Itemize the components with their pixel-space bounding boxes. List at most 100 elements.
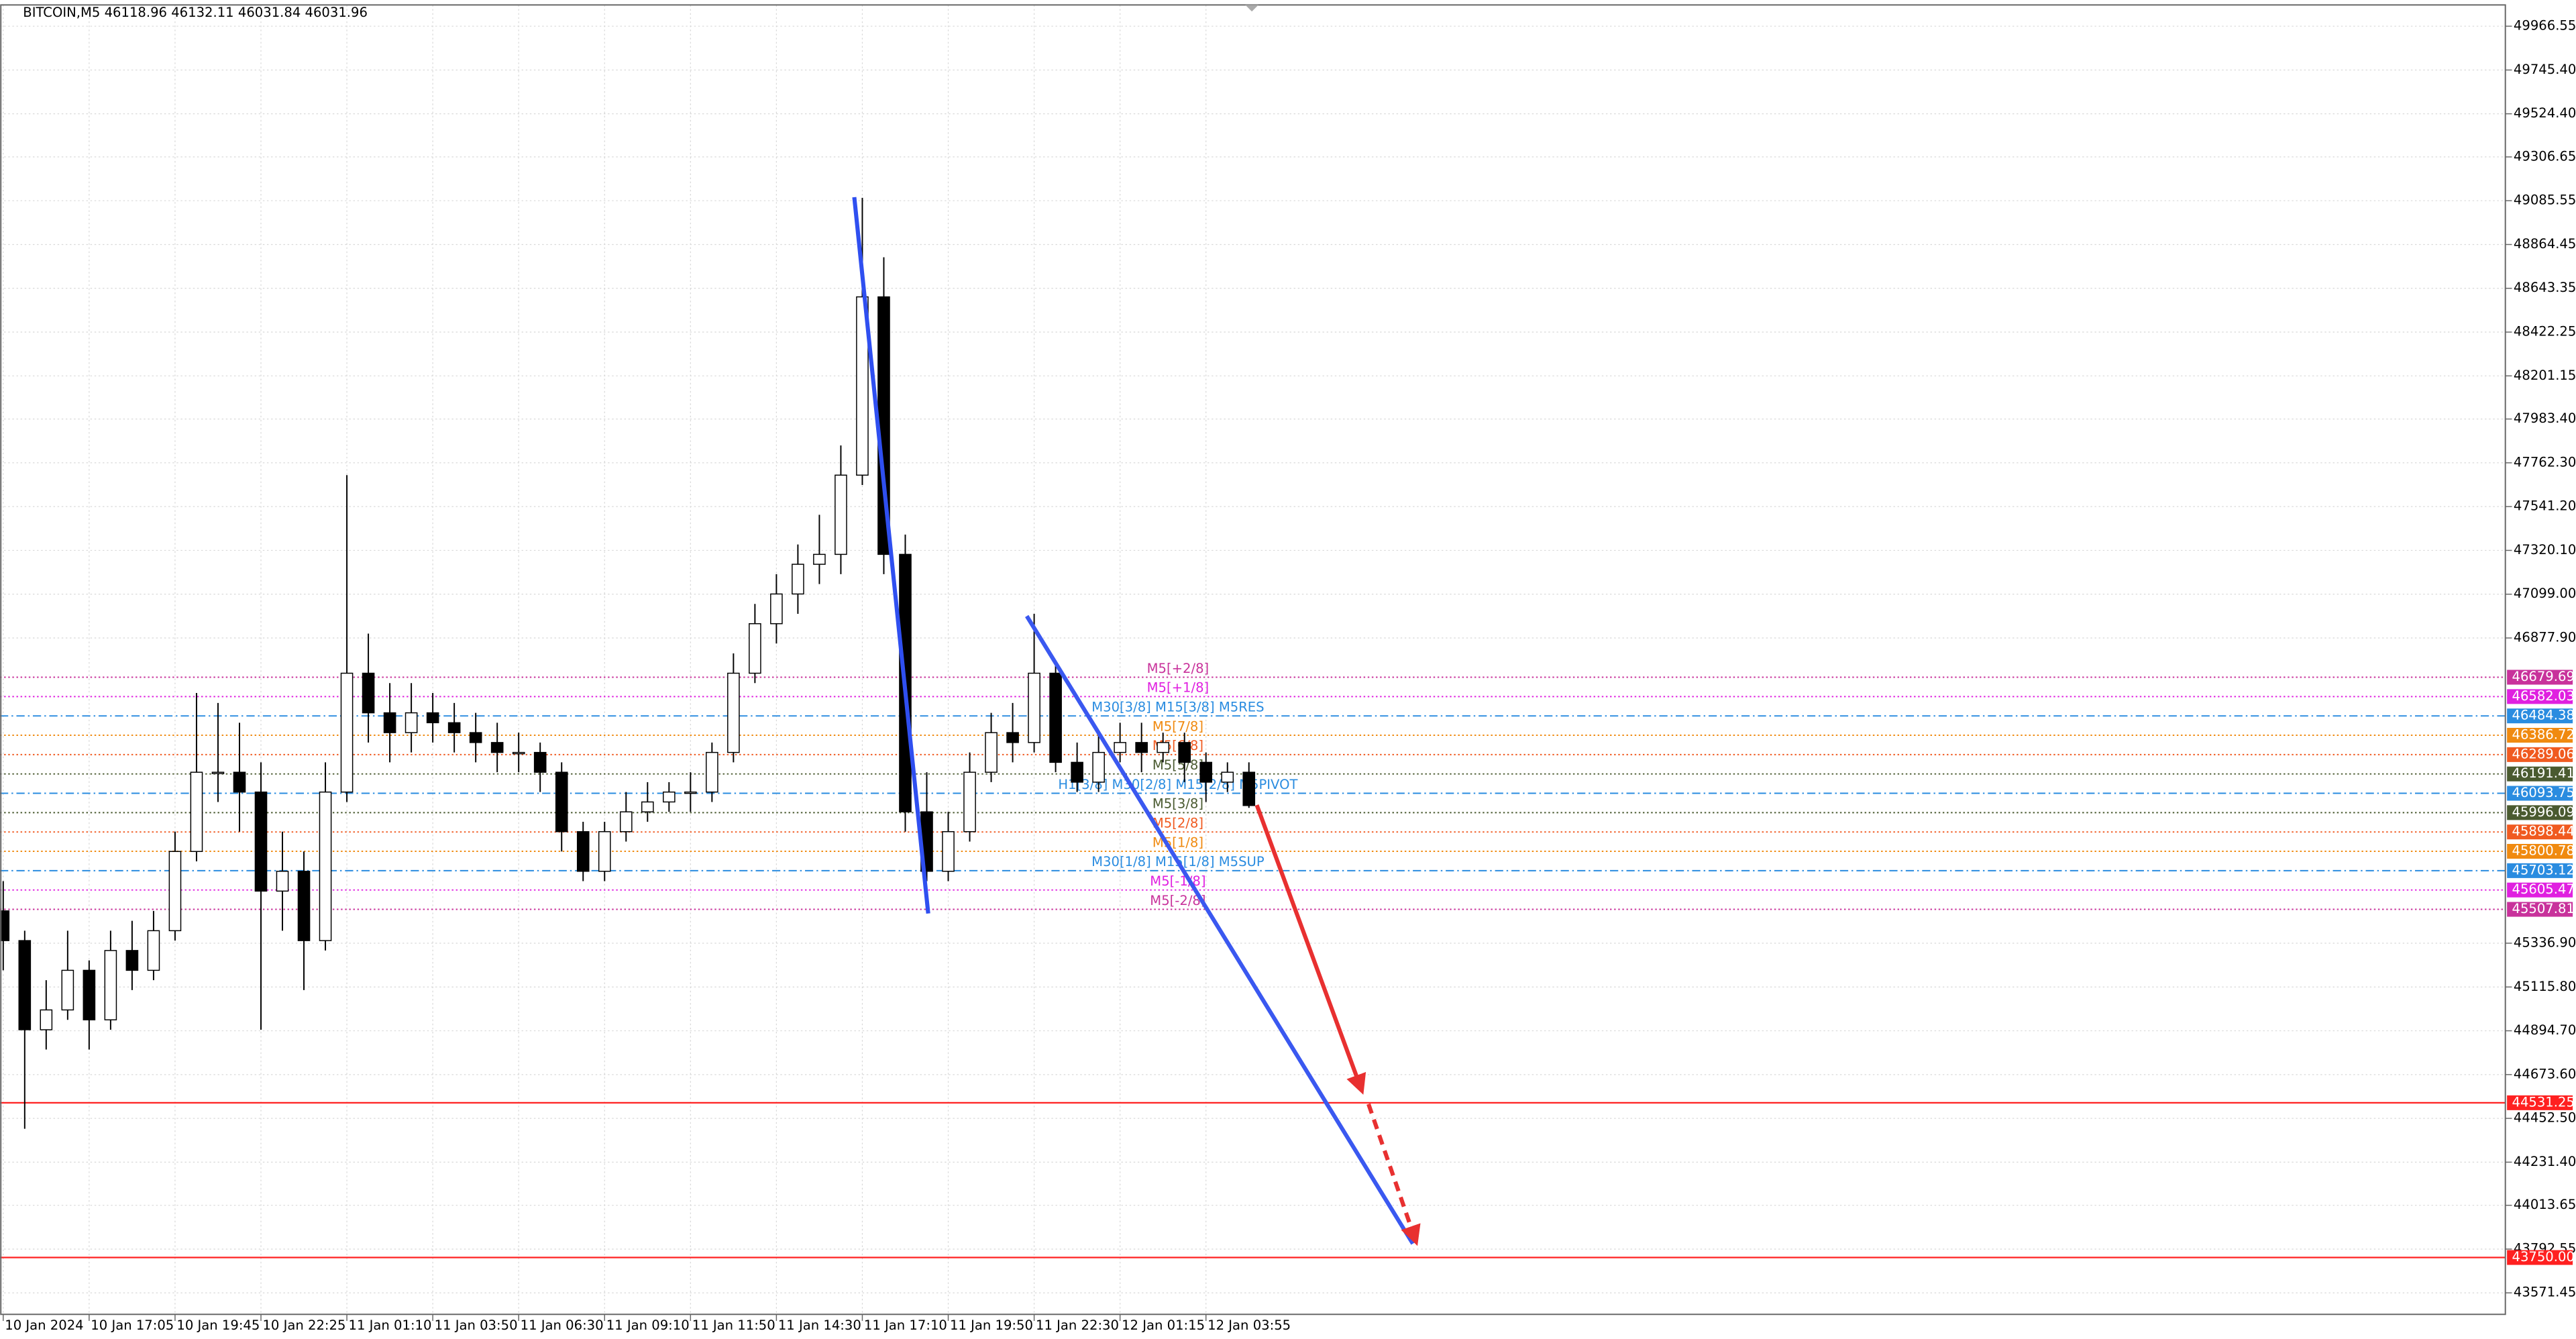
price-tag-label: 46679.69 <box>2512 669 2574 684</box>
candle-body <box>40 1009 53 1030</box>
price-tag-label: 46582.03 <box>2512 688 2574 704</box>
candle-body <box>426 712 439 724</box>
y-tick-label: 46877.90 <box>2514 630 2576 645</box>
candle-body <box>662 791 676 803</box>
price-tag <box>2507 844 2573 859</box>
y-tick-label: 44673.60 <box>2514 1066 2576 1081</box>
candle-body <box>0 910 10 941</box>
candle-body <box>792 564 804 595</box>
x-tick-label: 10 Jan 19:45 <box>176 1318 260 1333</box>
candle-body <box>469 732 482 743</box>
price-tag <box>2507 689 2573 704</box>
x-tick-label: 11 Jan 17:10 <box>864 1318 947 1333</box>
y-tick-label: 49745.40 <box>2514 62 2576 77</box>
candle-body <box>985 732 998 773</box>
candle-body <box>362 672 375 714</box>
y-tick-label: 47099.00 <box>2514 586 2576 601</box>
x-tick-label: 12 Jan 03:55 <box>1208 1318 1291 1333</box>
price-tag-label: 46191.41 <box>2512 765 2574 781</box>
candle-body <box>18 940 32 1030</box>
candle-body <box>1135 742 1148 753</box>
price-tag <box>2507 902 2573 917</box>
candle-body <box>555 771 568 833</box>
candle-body <box>942 831 955 872</box>
price-tag <box>2507 824 2573 840</box>
y-tick-label: 49966.55 <box>2514 18 2576 34</box>
candle-body <box>1178 742 1191 763</box>
x-tick-label: 11 Jan 11:50 <box>692 1318 775 1333</box>
price-tag-label: 45703.12 <box>2512 862 2574 877</box>
y-tick-label: 49524.40 <box>2514 105 2576 121</box>
x-tick-label: 11 Jan 09:10 <box>606 1318 690 1333</box>
forecast-arrow <box>1254 804 1366 1095</box>
trend-line <box>852 197 930 914</box>
candle-body <box>168 851 182 932</box>
candle-body <box>813 553 826 565</box>
candle-body <box>598 831 611 872</box>
y-tick-label: 47541.20 <box>2514 498 2576 514</box>
y-tick-label: 49306.65 <box>2514 148 2576 164</box>
level-label: M5[5/8] <box>1152 757 1203 773</box>
level-label: M5[-2/8] <box>1150 893 1205 908</box>
level-label: M5[2/8] <box>1152 815 1203 831</box>
candle-body <box>727 672 740 753</box>
candle-body <box>447 722 461 733</box>
candle-body <box>576 831 590 872</box>
candle-body <box>835 474 847 555</box>
candle-body <box>512 751 525 755</box>
candle-body <box>619 811 633 833</box>
x-tick-label: 11 Jan 01:10 <box>349 1318 432 1333</box>
candle-body <box>856 296 869 476</box>
axes: 49966.55 49745.40 49524.40 49306.65 49085.55… <box>3 18 2576 1333</box>
candle-body <box>319 791 332 941</box>
y-tick-label: 47762.30 <box>2514 454 2576 470</box>
candle-body <box>125 950 139 971</box>
price-tag-label: 45800.78 <box>2512 843 2574 859</box>
price-tag-label: 46484.38 <box>2512 708 2574 723</box>
candle-body <box>706 751 718 793</box>
candle-body <box>276 871 289 892</box>
y-tick-label: 44013.65 <box>2514 1197 2576 1212</box>
y-tick-label: 47983.40 <box>2514 411 2576 426</box>
level-label: M5[3/8] <box>1152 796 1203 812</box>
y-tick-label: 48864.45 <box>2514 236 2576 252</box>
price-tag-label: 44531.25 <box>2512 1094 2574 1110</box>
price-tag <box>2507 805 2573 820</box>
y-tick-label: 44231.40 <box>2514 1154 2576 1169</box>
level-label: M5[1/8] <box>1152 835 1203 850</box>
candle-body <box>533 751 547 773</box>
candle-body <box>340 672 354 793</box>
y-tick-label: 48422.25 <box>2514 324 2576 339</box>
price-tag <box>2507 863 2573 878</box>
candle-body <box>1221 771 1234 783</box>
x-tick-label: 10 Jan 2024 <box>5 1318 83 1333</box>
candle-body <box>1092 751 1105 783</box>
chart-title: BITCOIN,M5 46118.96 46132.11 46031.84 46… <box>23 5 368 20</box>
price-tag-label: 46093.75 <box>2512 785 2574 800</box>
price-tag <box>2507 882 2573 898</box>
x-tick-label: 10 Jan 22:25 <box>262 1318 345 1333</box>
y-tick-label: 48643.35 <box>2514 280 2576 295</box>
candle-body <box>297 871 311 941</box>
candle-body <box>1157 742 1169 753</box>
candle-body <box>1071 761 1083 783</box>
price-tag-label: 45507.81 <box>2512 901 2574 916</box>
candle-body <box>1028 672 1040 743</box>
candle-body <box>211 771 225 774</box>
y-tick-label: 48201.15 <box>2514 368 2576 383</box>
candle-body <box>233 771 246 793</box>
candle-body <box>749 623 761 674</box>
shift-marker <box>1245 5 1258 12</box>
price-tag <box>2507 670 2573 685</box>
candle-body <box>147 930 160 971</box>
candle-body <box>770 593 783 625</box>
candle-body <box>963 771 976 833</box>
level-label: M5[-1/8] <box>1150 873 1205 889</box>
level-label: M30[3/8] M15[3/8] M5RES <box>1091 699 1264 714</box>
x-tick-label: 11 Jan 03:50 <box>435 1318 518 1333</box>
candle-body <box>190 771 203 852</box>
level-label: M5[+2/8] <box>1147 661 1210 676</box>
level-label: M5[+1/8] <box>1147 680 1210 696</box>
level-label: H1[3/8] M30[2/8] M15[2/8] M5PIVOT <box>1058 777 1298 792</box>
